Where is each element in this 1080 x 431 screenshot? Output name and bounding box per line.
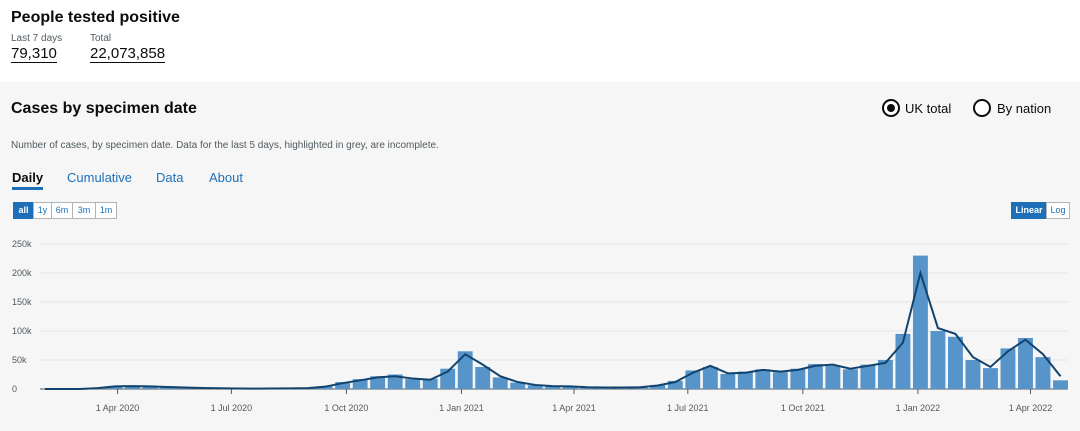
bar [948, 336, 963, 389]
bar [842, 369, 858, 389]
tab[interactable]: Data [156, 170, 184, 185]
bar [877, 360, 893, 389]
bar [1000, 348, 1016, 389]
header-title: People tested positive [11, 9, 180, 26]
y-tick-label: 0 [12, 384, 17, 394]
bar [492, 377, 508, 389]
avg-line [45, 269, 1062, 390]
stat-label: Total [90, 33, 112, 44]
tab[interactable]: About [209, 170, 243, 185]
bar [160, 387, 176, 389]
radio[interactable] [973, 99, 991, 117]
bar [720, 373, 736, 389]
card-title: Cases by specimen date [11, 100, 197, 117]
description: Number of cases, by specimen date. Data … [11, 140, 439, 151]
bar [860, 364, 876, 389]
x-tick-label: 1 Apr 2022 [1009, 403, 1053, 413]
x-tick-label: 1 Oct 2021 [781, 403, 825, 413]
header: People tested positive Last 7 days 79,31… [0, 0, 1080, 82]
bar [755, 369, 771, 389]
bar [142, 386, 158, 389]
bar [352, 379, 368, 389]
range-button[interactable]: 1m [95, 202, 117, 219]
bar [125, 385, 140, 389]
y-tick-label: 150k [12, 297, 32, 307]
bar [667, 380, 683, 389]
bar [702, 366, 718, 389]
bar [317, 386, 333, 389]
stat-value: 79,310 [11, 45, 57, 63]
bar [983, 368, 998, 389]
radio-label[interactable]: By nation [997, 101, 1052, 116]
tab[interactable]: Daily [12, 170, 44, 190]
bar [772, 372, 788, 389]
x-tick-label: 1 Jan 2021 [439, 403, 484, 413]
stat-label: Last 7 days [11, 33, 63, 44]
y-tick-label: 250k [12, 239, 32, 249]
radio[interactable] [882, 99, 900, 117]
y-tick-label: 100k [12, 326, 32, 336]
bar [107, 386, 123, 389]
x-tick-label: 1 Apr 2021 [552, 403, 596, 413]
bar [965, 360, 981, 389]
bar [650, 384, 666, 389]
stat-value: 22,073,858 [90, 45, 166, 63]
bar [405, 379, 421, 389]
bar [737, 371, 753, 389]
bar [335, 382, 351, 389]
bar [562, 386, 578, 389]
y-tick-label: 200k [12, 268, 32, 278]
x-tick-label: 1 Jul 2021 [667, 403, 709, 413]
y-tick-label: 50k [12, 355, 27, 365]
x-tick-label: 1 Apr 2020 [96, 403, 140, 413]
bar [807, 364, 823, 389]
bar [370, 376, 386, 389]
x-tick-label: 1 Jul 2020 [211, 403, 253, 413]
bar [1053, 380, 1068, 389]
bar [825, 365, 841, 389]
scale-button[interactable]: Log [1046, 202, 1070, 219]
tab[interactable]: Cumulative [67, 170, 133, 185]
bar [475, 366, 491, 389]
bar [1035, 357, 1051, 389]
bar [790, 368, 806, 389]
bar [457, 351, 473, 389]
x-tick-label: 1 Jan 2022 [896, 403, 941, 413]
bar [422, 378, 438, 389]
bar [510, 382, 526, 389]
bar [545, 385, 561, 389]
bar [1018, 337, 1033, 389]
bar [387, 374, 403, 389]
radio-label[interactable]: UK total [905, 101, 952, 116]
x-tick-label: 1 Oct 2020 [324, 403, 368, 413]
scale-button[interactable]: Linear [1011, 202, 1047, 219]
bar [930, 331, 946, 389]
bar [527, 385, 543, 389]
